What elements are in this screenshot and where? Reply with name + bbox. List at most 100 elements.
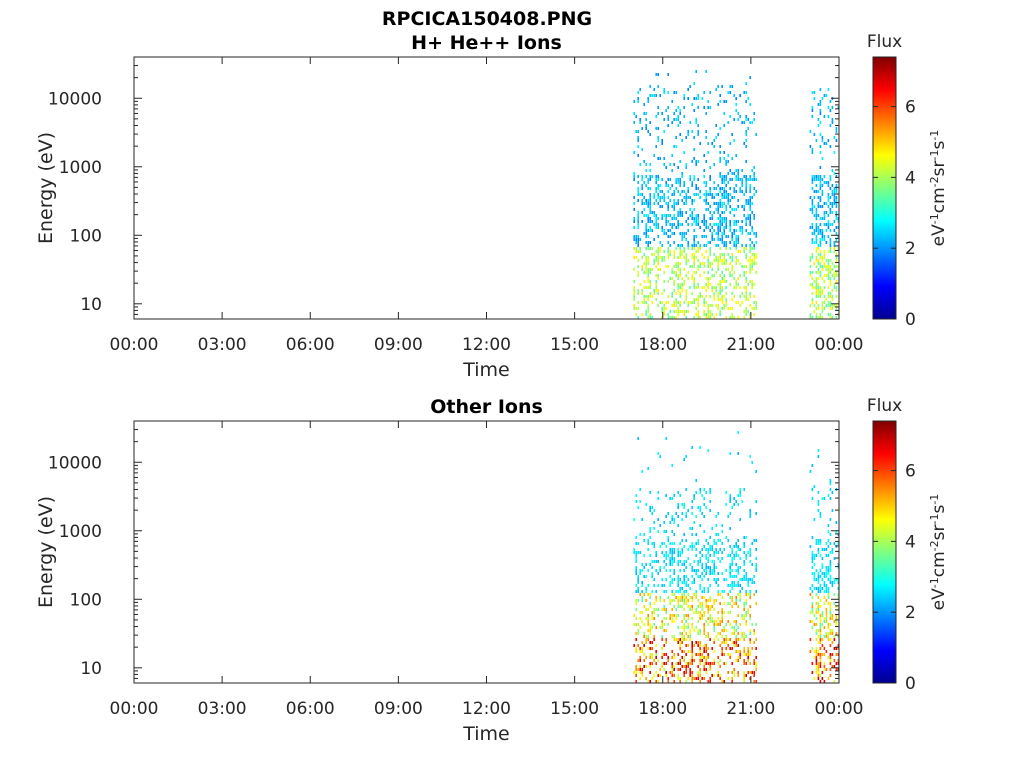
flux-cell	[747, 584, 749, 587]
flux-cell	[715, 599, 717, 602]
flux-cell	[647, 262, 649, 265]
flux-cell	[649, 680, 651, 683]
flux-cell	[701, 548, 703, 551]
flux-cell	[669, 569, 671, 572]
flux-cell	[731, 680, 733, 683]
flux-cell	[743, 316, 745, 319]
flux-cell	[815, 175, 818, 178]
flux-cell	[735, 262, 737, 265]
flux-cell	[657, 85, 659, 88]
flux-cell	[671, 593, 673, 596]
flux-cell	[815, 256, 818, 259]
flux-cell	[817, 449, 820, 452]
flux-cell	[679, 304, 681, 307]
flux-cell	[731, 599, 733, 602]
flux-cell	[641, 611, 643, 614]
flux-cell	[705, 650, 707, 653]
flux-cell	[825, 614, 828, 617]
flux-cell	[737, 169, 739, 172]
flux-cell	[809, 274, 812, 277]
flux-cell	[655, 94, 657, 97]
flux-cell	[691, 301, 693, 304]
flux-cell	[745, 635, 747, 638]
flux-cell	[693, 271, 695, 274]
flux-cell	[753, 175, 755, 178]
flux-cell	[753, 253, 755, 256]
flux-cell	[829, 479, 832, 482]
flux-cell	[729, 563, 731, 566]
flux-cell	[691, 545, 693, 548]
flux-cell	[683, 235, 685, 238]
flux-cell	[677, 506, 679, 509]
flux-cell	[677, 524, 679, 527]
flux-cell	[755, 662, 757, 665]
flux-cell	[715, 542, 717, 545]
flux-cell	[725, 259, 727, 262]
flux-cell	[729, 566, 731, 569]
flux-cell	[715, 259, 717, 262]
flux-cell	[707, 557, 709, 560]
flux-cell	[823, 280, 826, 283]
flux-cell	[633, 151, 635, 154]
flux-cell	[721, 524, 723, 527]
flux-cell	[815, 608, 818, 611]
flux-cell	[679, 268, 681, 271]
flux-cell	[709, 253, 711, 256]
flux-cell	[645, 169, 647, 172]
flux-cell	[655, 560, 657, 563]
flux-cell	[677, 118, 679, 121]
flux-cell	[655, 190, 657, 193]
flux-cell	[829, 277, 832, 280]
flux-cell	[707, 656, 709, 659]
flux-cell	[703, 154, 705, 157]
flux-cell	[683, 106, 685, 109]
flux-cell	[723, 256, 725, 259]
flux-cell	[745, 178, 747, 181]
colorbar-label: Flux	[867, 396, 902, 416]
flux-cell	[727, 121, 729, 124]
flux-cell	[697, 250, 699, 253]
flux-cell	[709, 662, 711, 665]
flux-cell	[641, 193, 643, 196]
flux-cell	[667, 659, 669, 662]
flux-cell	[655, 656, 657, 659]
colorbar-tick-label: 6	[905, 462, 916, 482]
flux-cell	[713, 298, 715, 301]
flux-cell	[693, 280, 695, 283]
flux-cell	[715, 304, 717, 307]
flux-cell	[719, 238, 721, 241]
flux-cell	[825, 572, 828, 575]
flux-cell	[673, 656, 675, 659]
flux-cell	[695, 217, 697, 220]
flux-cell	[833, 229, 836, 232]
flux-cell	[647, 199, 649, 202]
flux-cell	[721, 181, 723, 184]
flux-cell	[713, 608, 715, 611]
flux-cell	[693, 578, 695, 581]
flux-cell	[683, 196, 685, 199]
flux-cell	[643, 271, 645, 274]
flux-cell	[715, 187, 717, 190]
flux-cell	[679, 256, 681, 259]
flux-cell	[649, 121, 651, 124]
flux-cell	[655, 127, 657, 130]
flux-cell	[835, 187, 838, 190]
flux-cell	[713, 542, 715, 545]
flux-cell	[673, 145, 675, 148]
flux-cell	[743, 250, 745, 253]
flux-cell	[689, 596, 691, 599]
flux-cell	[643, 295, 645, 298]
flux-cell	[817, 662, 820, 665]
flux-cell	[747, 656, 749, 659]
flux-cell	[689, 85, 691, 88]
flux-cell	[633, 298, 635, 301]
flux-cell	[751, 283, 753, 286]
flux-cell	[819, 623, 822, 626]
flux-cell	[737, 581, 739, 584]
flux-cell	[725, 491, 727, 494]
flux-cell	[825, 259, 828, 262]
flux-cell	[679, 283, 681, 286]
flux-cell	[825, 668, 828, 671]
flux-cell	[823, 668, 826, 671]
flux-cell	[817, 262, 820, 265]
